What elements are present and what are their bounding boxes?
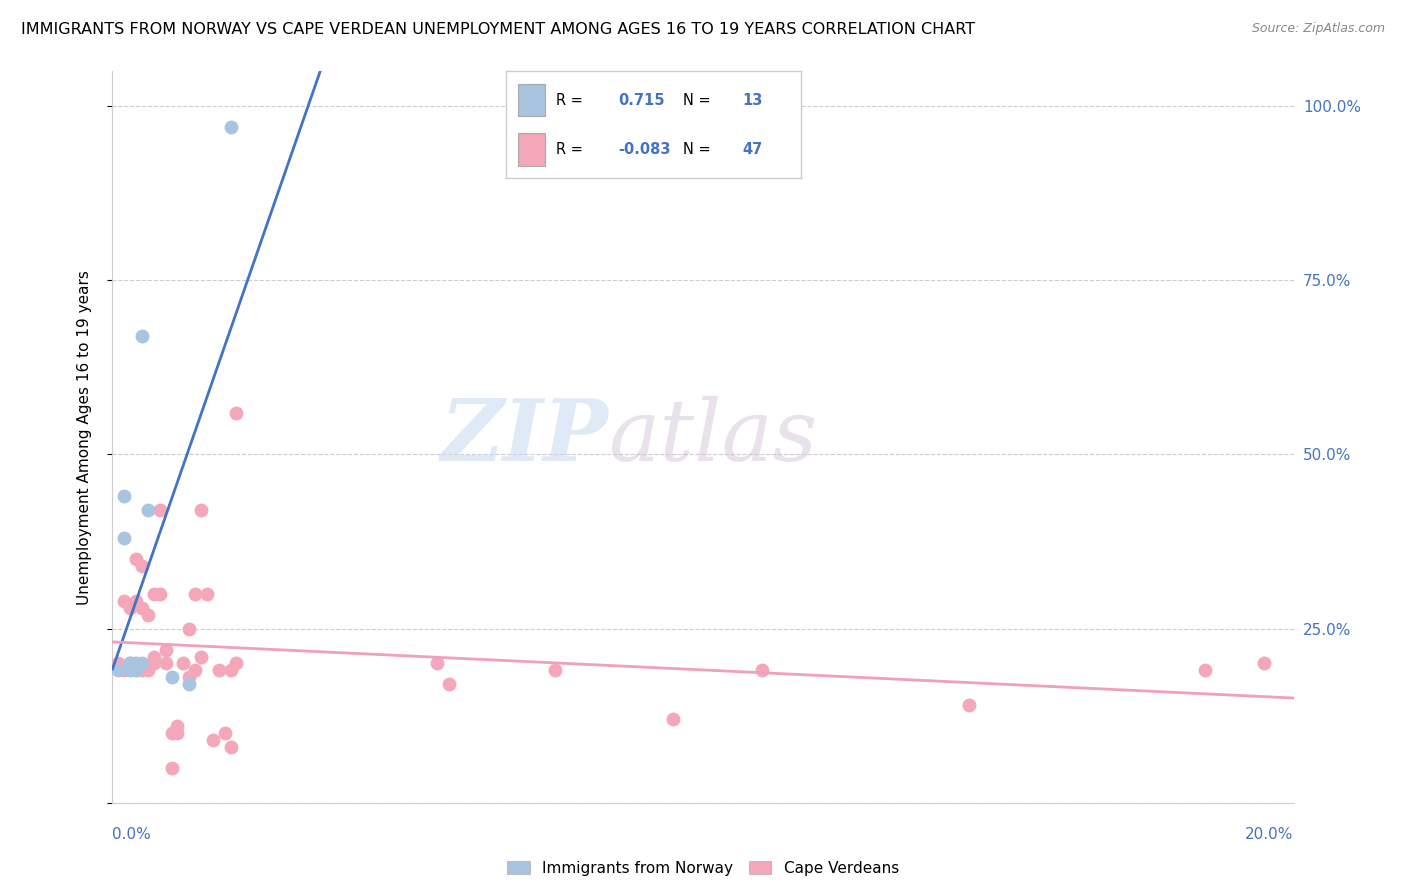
Point: [208, 664, 231, 678]
Text: R =: R =: [557, 142, 588, 157]
Point: [155, 642, 177, 657]
Point: [426, 657, 449, 671]
Text: 13: 13: [742, 93, 762, 108]
Point: [1194, 664, 1216, 678]
Point: [120, 657, 142, 671]
Point: [131, 329, 153, 343]
Point: [125, 594, 148, 608]
Point: [149, 587, 172, 601]
Text: IMMIGRANTS FROM NORWAY VS CAPE VERDEAN UNEMPLOYMENT AMONG AGES 16 TO 19 YEARS CO: IMMIGRANTS FROM NORWAY VS CAPE VERDEAN U…: [21, 22, 976, 37]
Text: 20.0%: 20.0%: [1246, 827, 1294, 841]
Point: [201, 733, 224, 747]
Point: [125, 664, 148, 678]
Point: [112, 664, 135, 678]
Text: 47: 47: [742, 142, 762, 157]
Point: [437, 677, 460, 691]
Point: [219, 120, 242, 134]
Text: R =: R =: [557, 93, 588, 108]
Point: [149, 503, 172, 517]
Point: [160, 761, 183, 775]
Point: [136, 503, 159, 517]
Point: [219, 740, 242, 755]
Point: [225, 406, 247, 420]
Point: [184, 587, 207, 601]
Point: [155, 657, 177, 671]
Point: [107, 657, 129, 671]
Text: N =: N =: [683, 142, 716, 157]
FancyBboxPatch shape: [517, 84, 544, 116]
Point: [112, 594, 135, 608]
Point: [179, 622, 201, 636]
Y-axis label: Unemployment Among Ages 16 to 19 years: Unemployment Among Ages 16 to 19 years: [77, 269, 91, 605]
Point: [125, 657, 148, 671]
Point: [142, 587, 165, 601]
Point: [1253, 657, 1275, 671]
Point: [112, 531, 135, 545]
Point: [166, 719, 188, 733]
Point: [142, 649, 165, 664]
Point: [190, 649, 212, 664]
Point: [125, 552, 148, 566]
Point: [544, 664, 567, 678]
Point: [214, 726, 236, 740]
Point: [166, 726, 188, 740]
Text: atlas: atlas: [609, 396, 818, 478]
FancyBboxPatch shape: [517, 134, 544, 166]
Point: [131, 657, 153, 671]
Point: [225, 657, 247, 671]
Point: [131, 600, 153, 615]
Point: [142, 657, 165, 671]
Point: [160, 726, 183, 740]
Point: [112, 489, 135, 503]
Point: [120, 600, 142, 615]
Text: 0.715: 0.715: [619, 93, 665, 108]
Point: [172, 657, 194, 671]
Point: [957, 698, 980, 713]
Point: [179, 677, 201, 691]
Text: 0.0%: 0.0%: [112, 827, 152, 841]
Text: ZIP: ZIP: [440, 395, 609, 479]
Point: [751, 664, 773, 678]
Point: [120, 657, 142, 671]
Point: [136, 607, 159, 622]
Point: [136, 664, 159, 678]
Point: [184, 664, 207, 678]
Text: -0.083: -0.083: [619, 142, 671, 157]
Point: [160, 670, 183, 684]
Point: [219, 664, 242, 678]
Point: [662, 712, 685, 726]
Point: [120, 664, 142, 678]
Point: [131, 664, 153, 678]
Text: Source: ZipAtlas.com: Source: ZipAtlas.com: [1251, 22, 1385, 36]
Point: [195, 587, 218, 601]
Point: [131, 558, 153, 573]
Point: [179, 670, 201, 684]
Point: [107, 664, 129, 678]
Legend: Immigrants from Norway, Cape Verdeans: Immigrants from Norway, Cape Verdeans: [508, 861, 898, 876]
Point: [125, 664, 148, 678]
Point: [190, 503, 212, 517]
Text: N =: N =: [683, 93, 716, 108]
